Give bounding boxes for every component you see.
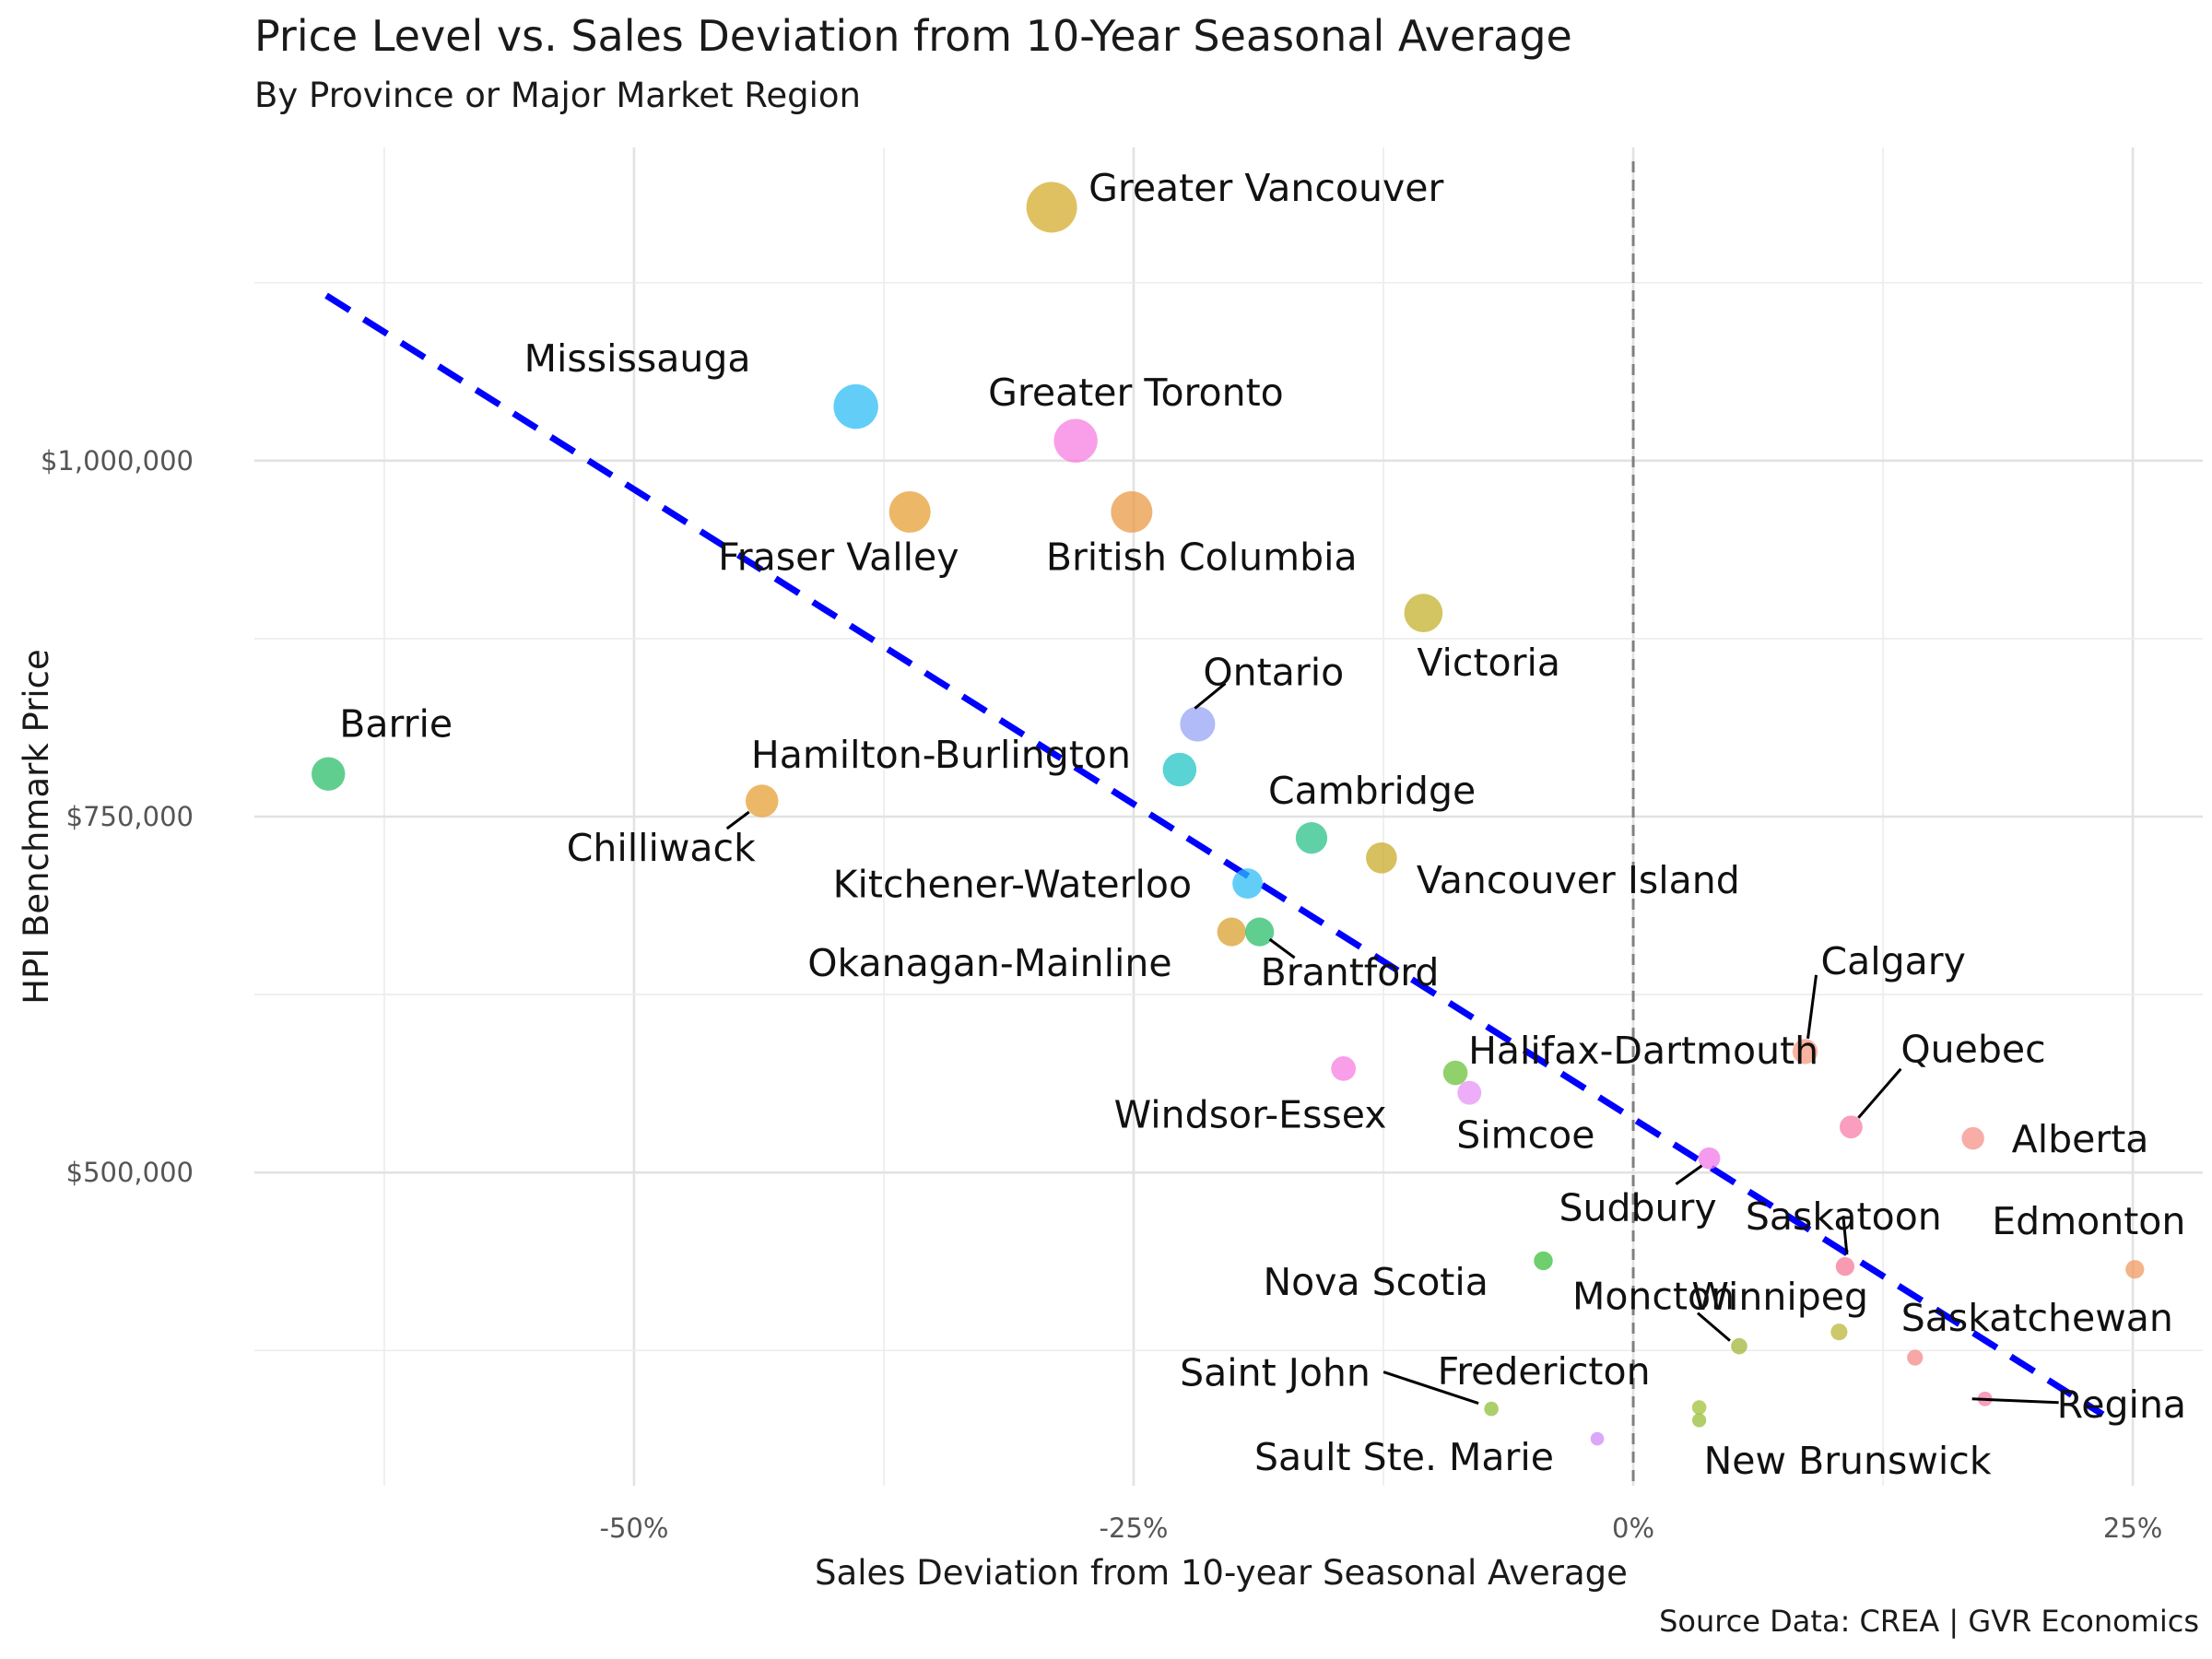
point-label-saint-john: Saint John <box>1180 1351 1371 1395</box>
x-tick-label: 25% <box>2103 1512 2162 1544</box>
point-saint-john <box>1484 1401 1499 1417</box>
point-label-regina: Regina <box>2057 1382 2186 1427</box>
point-label-saskatchewan: Saskatchewan <box>1901 1296 2173 1340</box>
point-label-sault-ste-marie: Sault Ste. Marie <box>1254 1435 1554 1479</box>
point-nova-scotia <box>1534 1251 1553 1271</box>
point-ontario <box>1180 706 1216 742</box>
point-calgary <box>1792 1039 1818 1065</box>
y-tick-label: $500,000 <box>66 1157 194 1188</box>
point-label-greater-toronto: Greater Toronto <box>988 371 1284 415</box>
point-label-ontario: Ontario <box>1203 651 1344 695</box>
point-label-edmonton: Edmonton <box>1992 1199 2185 1243</box>
point-sault-ste-marie <box>1590 1431 1605 1446</box>
point-barrie <box>312 757 346 791</box>
point-label-halifax-dartmouth: Halifax-Dartmouth <box>1468 1029 1818 1073</box>
point-quebec <box>1839 1115 1863 1139</box>
point-chilliwack <box>745 784 779 818</box>
point-label-victoria: Victoria <box>1417 641 1560 685</box>
chart-subtitle: By Province or Major Market Region <box>254 76 861 115</box>
axes: Sales Deviation from 10-year Seasonal Av… <box>17 445 2162 1593</box>
leader-line <box>1675 1164 1703 1185</box>
point-vancouver-island <box>1366 841 1397 874</box>
point-labels: Greater Vancouver Mississauga Greater Toro… <box>339 166 2186 1483</box>
point-label-quebec: Quebec <box>1900 1028 2045 1072</box>
point-label-okanagan-mainline: Okanagan-Mainline <box>807 941 1171 985</box>
y-axis-title: HPI Benchmark Price <box>17 649 56 1005</box>
point-label-simcoe: Simcoe <box>1456 1113 1594 1158</box>
leader-line <box>1194 682 1227 710</box>
leader-line <box>1697 1312 1731 1342</box>
point-fraser-valley <box>888 490 931 533</box>
point-label-windsor-essex: Windsor-Essex <box>1114 1092 1387 1136</box>
point-kitchener-waterloo <box>1232 868 1264 900</box>
point-label-saskatoon: Saskatoon <box>1746 1194 1942 1239</box>
point-greater-vancouver <box>1026 182 1077 233</box>
point-label-brantford: Brantford <box>1261 950 1440 994</box>
point-label-vancouver-island: Vancouver Island <box>1417 858 1740 902</box>
point-label-hamilton-burlington: Hamilton-Burlington <box>751 733 1131 777</box>
trend-line-group <box>324 292 2105 1418</box>
point-label-moncton: Moncton <box>1572 1275 1735 1319</box>
point-label-winnipeg: Winnipeg <box>1691 1275 1868 1319</box>
leader-lines <box>725 682 2059 1406</box>
point-sudbury <box>1698 1147 1721 1170</box>
leader-line <box>1841 1215 1849 1255</box>
leader-line <box>1857 1067 1902 1119</box>
point-label-british-columbia: British Columbia <box>1046 535 1358 579</box>
point-moncton <box>1731 1337 1747 1355</box>
point-brantford <box>1244 917 1275 947</box>
point-label-alberta: Alberta <box>2012 1117 2149 1161</box>
point-new-brunswick <box>1692 1413 1707 1428</box>
point-label-sudbury: Sudbury <box>1559 1186 1716 1230</box>
point-label-chilliwack: Chilliwack <box>567 826 756 870</box>
x-axis-title: Sales Deviation from 10-year Seasonal Av… <box>815 1553 1628 1593</box>
trend-line <box>324 292 2105 1418</box>
leader-line <box>725 810 750 830</box>
point-label-cambridge: Cambridge <box>1268 769 1476 813</box>
leader-line <box>1268 937 1296 959</box>
y-tick-label: $750,000 <box>66 801 194 832</box>
x-tick-label: -25% <box>1100 1512 1169 1544</box>
leader-line <box>1382 1371 1479 1406</box>
x-tick-label: 0% <box>1612 1512 1654 1544</box>
point-hamilton-burlington <box>1162 752 1197 787</box>
source-caption: Source Data: CREA | GVR Economics <box>1659 1604 2199 1639</box>
point-label-barrie: Barrie <box>339 702 453 747</box>
point-halifax-dartmouth <box>1442 1060 1468 1086</box>
point-victoria <box>1404 594 1443 632</box>
point-label-fredericton: Fredericton <box>1438 1349 1651 1394</box>
point-label-greater-vancouver: Greater Vancouver <box>1088 166 1443 210</box>
x-tick-label: -50% <box>599 1512 668 1544</box>
point-saskatoon <box>1835 1256 1855 1277</box>
point-alberta <box>1961 1126 1984 1150</box>
point-greater-toronto <box>1053 418 1098 463</box>
point-cambridge <box>1295 822 1328 854</box>
y-tick-label: $1,000,000 <box>41 445 194 477</box>
point-british-columbia <box>1111 490 1153 533</box>
point-okanagan-mainline <box>1217 917 1246 947</box>
point-label-calgary: Calgary <box>1821 939 1966 983</box>
point-winnipeg <box>1830 1324 1848 1341</box>
point-label-nova-scotia: Nova Scotia <box>1263 1260 1488 1304</box>
point-saskatchewan <box>1907 1349 1924 1366</box>
point-label-new-brunswick: New Brunswick <box>1704 1439 1992 1483</box>
point-simcoe <box>1457 1080 1482 1105</box>
point-fredericton <box>1691 1400 1707 1415</box>
point-label-mississauga: Mississauga <box>524 336 751 381</box>
point-label-fraser-valley: Fraser Valley <box>718 535 959 579</box>
leader-line <box>1806 974 1818 1040</box>
point-windsor-essex <box>1331 1056 1357 1081</box>
point-edmonton <box>2125 1260 2145 1279</box>
point-label-kitchener-waterloo: Kitchener-Waterloo <box>833 863 1192 907</box>
chart-title: Price Level vs. Sales Deviation from 10-… <box>254 11 1572 61</box>
data-points <box>312 182 2145 1446</box>
point-mississauga <box>833 383 878 429</box>
leader-line <box>1971 1397 2059 1405</box>
